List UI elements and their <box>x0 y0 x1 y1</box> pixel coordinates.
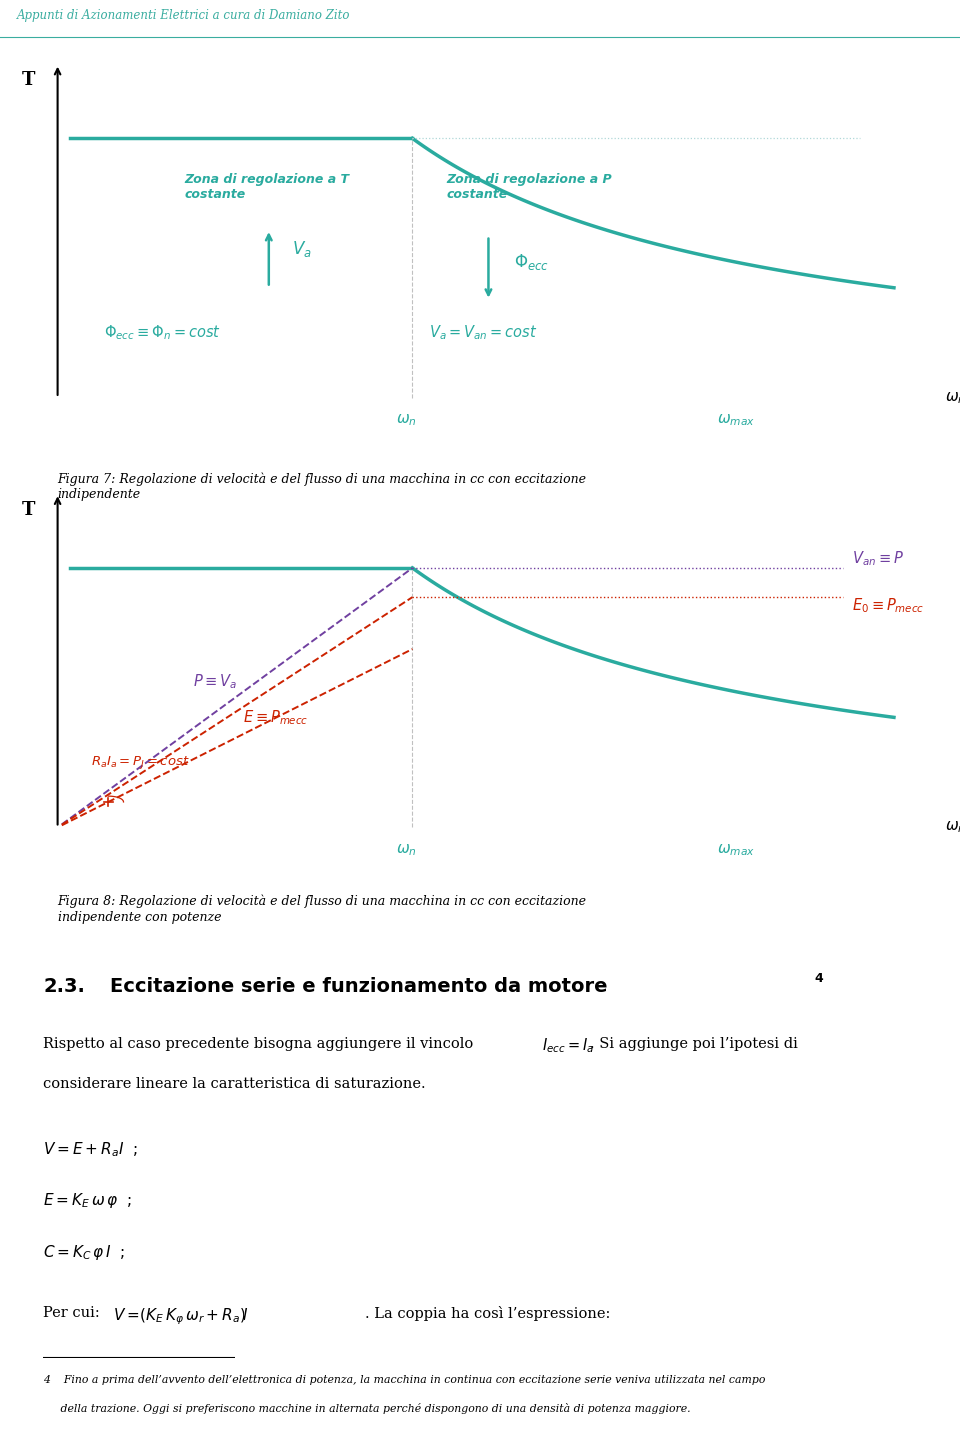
Text: Appunti di Azionamenti Elettrici a cura di Damiano Zito: Appunti di Azionamenti Elettrici a cura … <box>17 9 350 21</box>
Text: 2.3.: 2.3. <box>43 977 85 995</box>
Text: Rispetto al caso precedente bisogna aggiungere il vincolo: Rispetto al caso precedente bisogna aggi… <box>43 1037 483 1051</box>
Text: $\omega_{max}$: $\omega_{max}$ <box>716 412 755 428</box>
Text: della trazione. Oggi si preferiscono macchine in alternata perché dispongono di : della trazione. Oggi si preferiscono mac… <box>43 1403 691 1415</box>
Text: Figura 8: Regolazione di velocità e del flusso di una macchina in cc con eccitaz: Figura 8: Regolazione di velocità e del … <box>58 895 587 924</box>
Text: $E \equiv P_{mecc}$: $E \equiv P_{mecc}$ <box>244 707 309 726</box>
Text: $V=E+R_{a}I$  ;: $V=E+R_{a}I$ ; <box>43 1140 138 1158</box>
Text: 4: 4 <box>814 972 823 985</box>
Text: 4    Fino a prima dell’avvento dell’elettronica di potenza, la macchina in conti: 4 Fino a prima dell’avvento dell’elettro… <box>43 1375 765 1385</box>
Text: . La coppia ha così l’espressione:: . La coppia ha così l’espressione: <box>365 1306 611 1320</box>
Text: Eccitazione serie e funzionamento da motore: Eccitazione serie e funzionamento da mot… <box>110 977 608 995</box>
Text: $\omega_n$: $\omega_n$ <box>396 412 417 428</box>
Text: considerare lineare la caratteristica di saturazione.: considerare lineare la caratteristica di… <box>43 1077 426 1091</box>
Text: $\omega_n$: $\omega_n$ <box>396 842 417 858</box>
Text: Figura 7: Regolazione di velocità e del flusso di una macchina in cc con eccitaz: Figura 7: Regolazione di velocità e del … <box>58 473 587 501</box>
Text: $V_a$: $V_a$ <box>293 239 312 259</box>
Text: $P \equiv V_a$: $P \equiv V_a$ <box>193 672 237 690</box>
Text: $V_{an} \equiv P$: $V_{an} \equiv P$ <box>852 548 903 567</box>
Text: Zona di regolazione a T
costante: Zona di regolazione a T costante <box>184 173 349 200</box>
Text: $\omega_r$: $\omega_r$ <box>945 390 960 405</box>
Text: $\Phi_{ecc}$: $\Phi_{ecc}$ <box>514 252 549 272</box>
Text: T: T <box>21 72 35 89</box>
Text: $C=K_{C}\,\varphi\,I$  ;: $C=K_{C}\,\varphi\,I$ ; <box>43 1243 125 1262</box>
Text: Zona di regolazione a P
costante: Zona di regolazione a P costante <box>446 173 612 200</box>
Text: $V_a = V_{an} = cost$: $V_a = V_{an} = cost$ <box>429 324 538 342</box>
Text: $\omega_r$: $\omega_r$ <box>945 819 960 835</box>
Text: Per cui:: Per cui: <box>43 1306 105 1320</box>
Text: $E_0 \equiv P_{mecc}$: $E_0 \equiv P_{mecc}$ <box>852 596 924 614</box>
Text: . Si aggiunge poi l’ipotesi di: . Si aggiunge poi l’ipotesi di <box>590 1037 799 1051</box>
Text: $R_a I_a = P_J = cost$: $R_a I_a = P_J = cost$ <box>91 755 190 770</box>
Text: $V=\!\left(K_{E}\,K_{\varphi}\,\omega_{r}+R_{a}\right)\!I$: $V=\!\left(K_{E}\,K_{\varphi}\,\omega_{r… <box>113 1306 249 1326</box>
Text: $\Phi_{ecc} \equiv \Phi_n = cost$: $\Phi_{ecc} \equiv \Phi_n = cost$ <box>104 324 221 342</box>
Text: $E=K_{E}\,\omega\,\varphi$  ;: $E=K_{E}\,\omega\,\varphi$ ; <box>43 1191 132 1210</box>
Text: T: T <box>21 501 35 518</box>
Text: $I_{ecc}=I_{a}$: $I_{ecc}=I_{a}$ <box>542 1037 594 1055</box>
Text: $\omega_{max}$: $\omega_{max}$ <box>716 842 755 858</box>
